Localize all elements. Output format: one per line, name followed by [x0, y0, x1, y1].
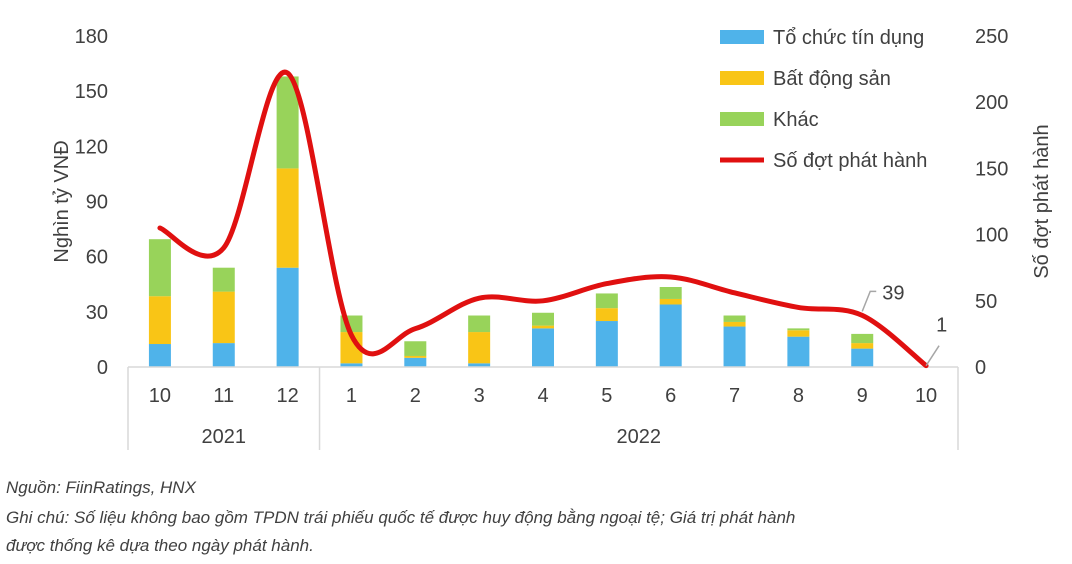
y-axis-label: Nghìn tỷ VNĐ — [51, 140, 73, 262]
y-tick-label: 180 — [75, 26, 108, 48]
bar-segment — [595, 293, 618, 309]
bar-segment — [787, 336, 810, 367]
y-right-tick-label: 250 — [975, 26, 1008, 48]
bar-segment — [851, 333, 874, 344]
y-right-tick-label: 200 — [975, 92, 1008, 114]
x-tick-label: 12 — [276, 385, 298, 407]
chart: 0 30 60 90 120 150 180 0 50 100 150 200 250 Nghìn tỷ … — [51, 26, 1053, 450]
y-right-tick-label: 50 — [975, 291, 997, 313]
bar-segment — [659, 298, 682, 305]
x-tick-label: 11 — [213, 385, 234, 407]
data-label-leader — [925, 345, 940, 367]
y-right-axis-label: Số đợt phát hành — [1031, 124, 1053, 278]
bar-segment — [340, 363, 363, 367]
bar-segment — [595, 308, 618, 322]
x-tick-label: 10 — [149, 385, 171, 407]
x-tick-label: 3 — [474, 385, 485, 407]
bar-segment — [532, 312, 554, 326]
bar-segment — [468, 363, 491, 367]
bar-segment — [532, 328, 554, 367]
x-tick-label: 9 — [857, 385, 868, 407]
y-tick-label: 90 — [86, 192, 108, 214]
bar-segment — [276, 76, 299, 169]
legend-swatch — [720, 71, 764, 85]
data-label-leader — [861, 290, 877, 312]
y-tick-label: 60 — [86, 247, 108, 269]
y-tick-label: 120 — [75, 136, 108, 158]
x-tick-label: 8 — [793, 385, 804, 407]
bar-segment — [212, 267, 235, 292]
bar-segment — [659, 287, 682, 299]
x-tick-label: 5 — [601, 385, 612, 407]
y-tick-label: 150 — [75, 81, 108, 103]
legend-swatch — [720, 112, 764, 126]
bar-segment — [723, 321, 746, 327]
line-series — [157, 69, 929, 369]
x-tick-label: 4 — [537, 385, 548, 407]
bar-segment — [404, 341, 427, 356]
y-right-tick-label: 0 — [975, 357, 986, 379]
bar-segment — [276, 168, 299, 268]
y-tick-label: 30 — [86, 302, 108, 324]
bar-segment — [723, 315, 746, 322]
x-tick-label: 1 — [346, 385, 357, 407]
data-label: 1 — [936, 315, 947, 337]
legend-swatch — [720, 30, 764, 44]
bar-segment — [787, 330, 810, 337]
footnote: Ghi chú: Số liệu không bao gồm TPDN trái… — [6, 508, 796, 527]
x-tick-label: 10 — [915, 385, 937, 407]
y-right-tick-label: 150 — [975, 158, 1008, 180]
bar-segment — [148, 344, 171, 367]
legend-label: Số đợt phát hành — [773, 150, 927, 172]
data-label: 39 — [882, 282, 904, 304]
x-tick-label: 6 — [665, 385, 676, 407]
group-label: 2022 — [617, 426, 662, 448]
bar-segment — [723, 326, 746, 367]
x-tick-label: 2 — [410, 385, 421, 407]
y-tick-label: 0 — [97, 357, 108, 379]
bar-segment — [595, 321, 618, 367]
legend-label: Tổ chức tín dụng — [773, 27, 924, 49]
bar-segment — [212, 343, 235, 367]
bar-segment — [148, 239, 171, 297]
bar-segment — [212, 291, 235, 344]
y-right-tick-label: 100 — [975, 225, 1008, 247]
source-note: Nguồn: FiinRatings, HNX — [6, 478, 196, 497]
bar-segment — [340, 332, 363, 364]
bar-segment — [787, 328, 810, 331]
bar-segment — [404, 357, 427, 367]
group-label: 2021 — [202, 426, 247, 448]
bar-segment — [148, 296, 171, 345]
bar-segment — [532, 325, 554, 329]
bar-segment — [468, 332, 491, 364]
footnote-line-2: được thống kê dựa theo ngày phát hành. — [6, 536, 314, 555]
bar-segment — [276, 267, 299, 367]
bar-segment — [851, 348, 874, 367]
bar-segment — [404, 355, 427, 358]
x-tick-label: 7 — [729, 385, 740, 407]
legend-label: Bất động sản — [773, 68, 891, 90]
bar-segment — [659, 304, 682, 367]
legend-label: Khác — [773, 109, 819, 131]
bar-segment — [851, 343, 874, 349]
bar-segment — [468, 315, 491, 333]
